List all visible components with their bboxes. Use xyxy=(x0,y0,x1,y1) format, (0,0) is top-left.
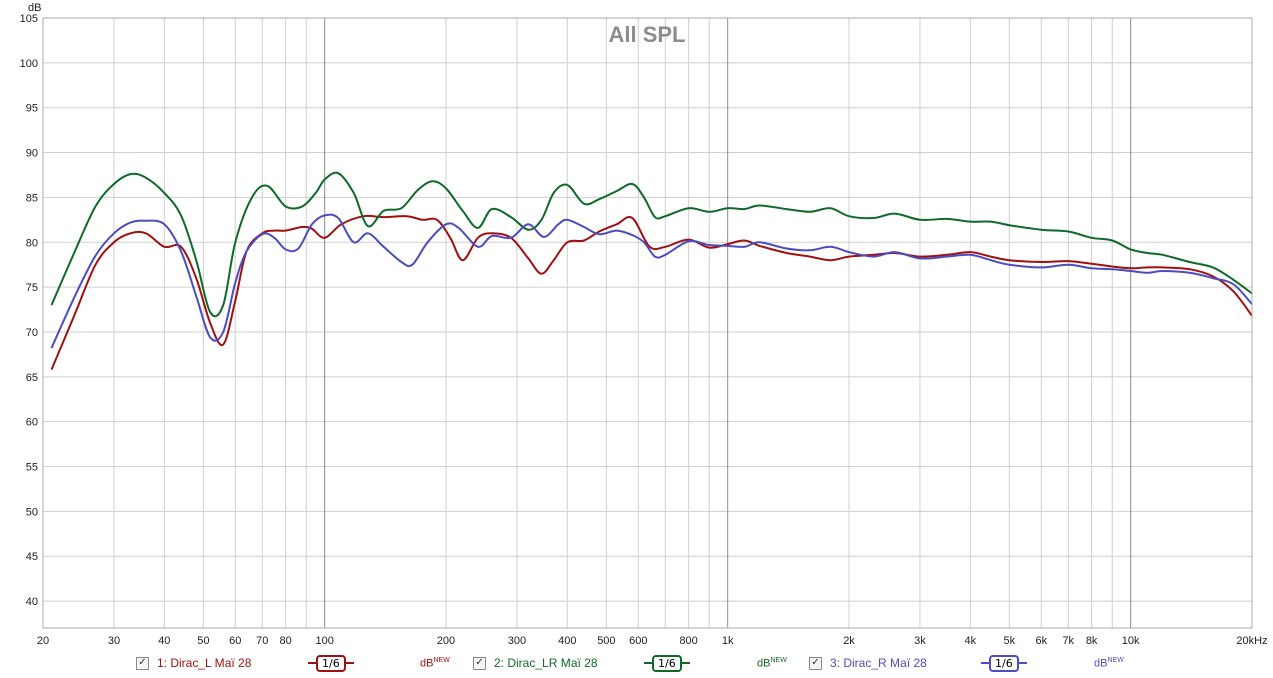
x-tick-label: 8k xyxy=(1086,635,1098,647)
line-swatch xyxy=(681,662,690,664)
x-tick-label: 7k xyxy=(1062,635,1074,647)
y-tick-label: 90 xyxy=(26,148,38,160)
y-tick-label: 85 xyxy=(26,192,38,204)
x-tick-label: 400 xyxy=(558,635,576,647)
x-tick-label: 200 xyxy=(437,635,455,647)
series-2-label: 2: Dirac_LR Маї 28 xyxy=(494,656,598,670)
legend-item-2: ✓ 2: Dirac_LR Маї 28 xyxy=(473,652,598,674)
chart-title: All SPL xyxy=(608,22,685,47)
series-3-smoothing-button[interactable]: 1/6 xyxy=(981,654,1027,672)
y-tick-labels: 40 45 50 55 60 65 70 75 80 85 90 95 100 105 xyxy=(20,13,38,608)
series-1-smoothing-button[interactable]: 1/6 xyxy=(308,654,354,672)
unit-superscript: NEW xyxy=(1107,657,1124,664)
series-lines xyxy=(50,171,1253,370)
series-3-label: 3: Dirac_R Маї 28 xyxy=(830,656,927,670)
unit-label: dB xyxy=(420,657,434,670)
y-tick-label: 100 xyxy=(20,58,38,70)
unit-label: dB xyxy=(757,657,771,670)
y-tick-label: 65 xyxy=(26,372,38,384)
series-1-smoothing-label: 1/6 xyxy=(316,654,346,672)
unit-superscript: NEW xyxy=(433,657,450,664)
series-line-3 xyxy=(50,213,1253,349)
x-tick-label: 50 xyxy=(197,635,209,647)
series-1-label: 1: Dirac_L Маї 28 xyxy=(157,656,252,670)
y-tick-label: 95 xyxy=(26,103,38,115)
series-3-smoothing-label: 1/6 xyxy=(989,654,1019,672)
y-tick-label: 55 xyxy=(26,462,38,474)
x-tick-label: 4k xyxy=(965,635,977,647)
spl-chart: 40 45 50 55 60 65 70 75 80 85 90 95 100 105 20 30 40 50 6… xyxy=(20,2,1268,647)
x-tick-label: 6k xyxy=(1035,635,1047,647)
series-line-1 xyxy=(50,214,1253,370)
series-3-unit[interactable]: dBNEW xyxy=(1094,657,1124,670)
x-tick-label: 800 xyxy=(679,635,697,647)
y-tick-label: 75 xyxy=(26,282,38,294)
series-1-checkbox[interactable]: ✓ xyxy=(136,656,149,670)
x-tick-label: 100 xyxy=(316,635,334,647)
y-tick-label: 40 xyxy=(26,596,38,608)
line-swatch xyxy=(308,662,316,664)
series-2-smoothing-label: 1/6 xyxy=(652,654,682,672)
y-tick-label: 50 xyxy=(26,506,38,518)
series-1-unit[interactable]: dBNEW xyxy=(420,657,450,670)
unit-label: dB xyxy=(1094,657,1108,670)
y-tick-label: 45 xyxy=(26,551,38,563)
x-tick-label: 70 xyxy=(256,635,268,647)
y-axis-label: dB xyxy=(28,2,41,14)
line-swatch xyxy=(1018,662,1027,664)
series-2-smoothing-button[interactable]: 1/6 xyxy=(644,654,690,672)
x-tick-label: 10k xyxy=(1122,635,1140,647)
x-tick-labels: 20 30 40 50 60 70 80 100 200 300 400 500 600 800 1k 2k 3… xyxy=(37,635,1268,647)
y-tick-label: 105 xyxy=(20,13,38,25)
line-swatch xyxy=(981,662,989,664)
x-tick-label: 20kHz xyxy=(1236,635,1267,647)
series-3-checkbox[interactable]: ✓ xyxy=(809,656,822,670)
plot-area xyxy=(42,17,1253,629)
x-tick-label: 80 xyxy=(280,635,292,647)
x-tick-label: 30 xyxy=(108,635,120,647)
x-tick-label: 600 xyxy=(629,635,647,647)
x-tick-label: 500 xyxy=(597,635,615,647)
x-tick-label: 3k xyxy=(914,635,926,647)
legend-item-1: ✓ 1: Dirac_L Маї 28 xyxy=(136,652,251,674)
x-tick-label: 40 xyxy=(158,635,170,647)
y-tick-label: 80 xyxy=(26,237,38,249)
series-2-checkbox[interactable]: ✓ xyxy=(473,656,486,670)
x-tick-label: 20 xyxy=(37,635,49,647)
x-tick-label: 5k xyxy=(1004,635,1016,647)
x-tick-label: 300 xyxy=(508,635,526,647)
x-tick-label: 60 xyxy=(229,635,241,647)
series-2-unit[interactable]: dBNEW xyxy=(757,657,787,670)
y-tick-label: 60 xyxy=(26,417,38,429)
unit-superscript: NEW xyxy=(770,657,787,664)
legend-item-3: ✓ 3: Dirac_R Маї 28 xyxy=(809,652,927,674)
y-tick-label: 70 xyxy=(26,327,38,339)
line-swatch xyxy=(345,662,354,664)
series-line-2 xyxy=(50,171,1253,318)
line-swatch xyxy=(644,662,652,664)
x-tick-label: 1k xyxy=(722,635,734,647)
x-tick-label: 2k xyxy=(843,635,855,647)
